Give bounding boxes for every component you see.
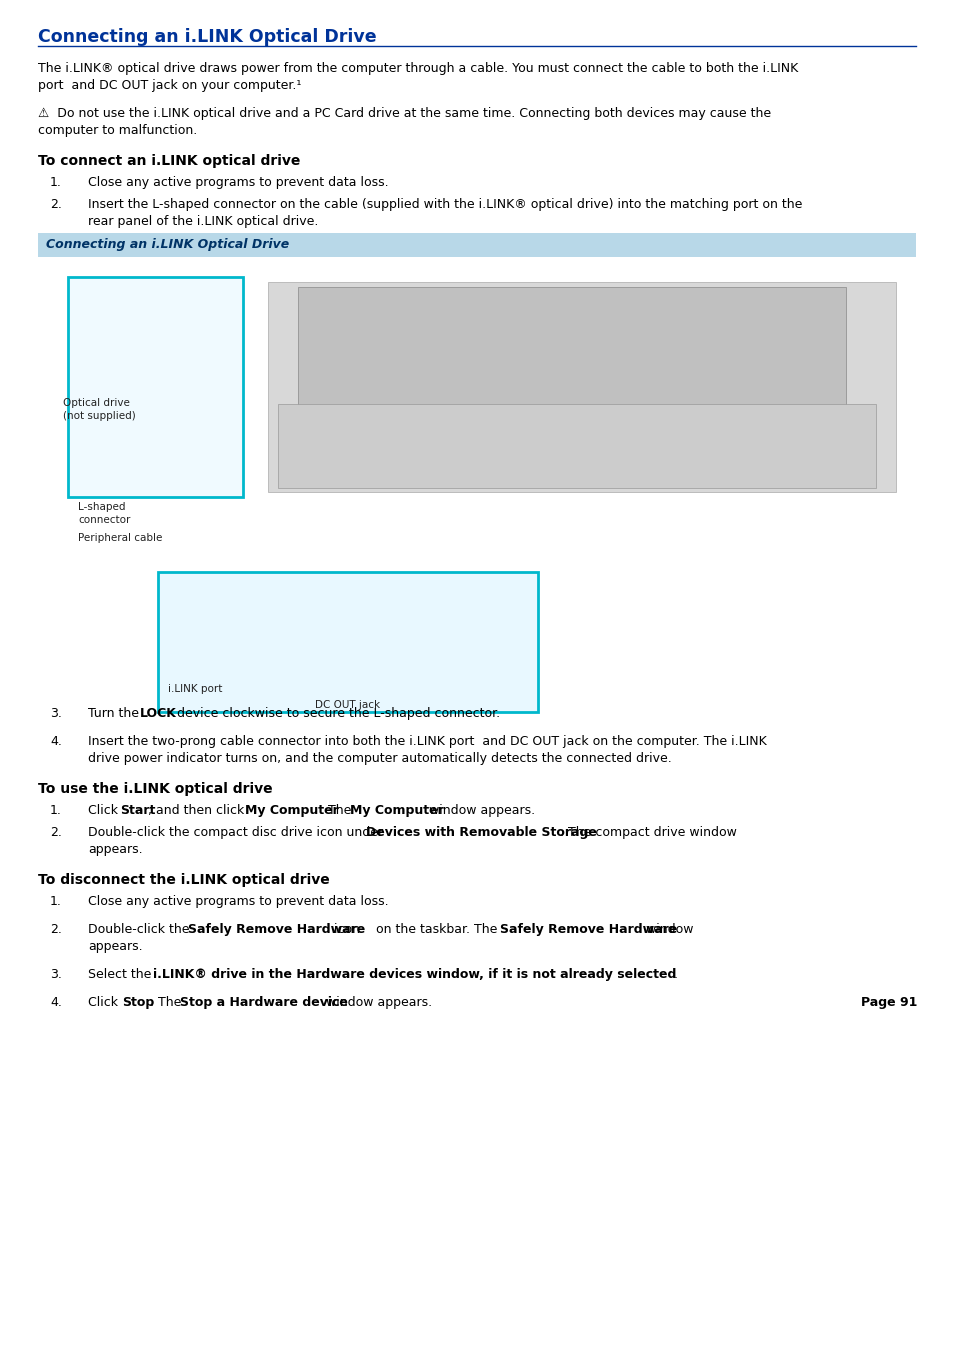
Text: Stop: Stop (122, 996, 154, 1009)
Text: 2.: 2. (50, 825, 62, 839)
Text: appears.: appears. (88, 940, 143, 952)
Text: My Computer: My Computer (245, 804, 338, 817)
Text: Devices with Removable Storage: Devices with Removable Storage (366, 825, 597, 839)
Text: window appears.: window appears. (424, 804, 535, 817)
Text: Click: Click (88, 996, 122, 1009)
Text: To connect an i.LINK optical drive: To connect an i.LINK optical drive (38, 154, 300, 168)
Bar (297, 286, 845, 407)
Text: Select the: Select the (88, 969, 155, 981)
Text: Double-click the compact disc drive icon under: Double-click the compact disc drive icon… (88, 825, 387, 839)
Text: 3.: 3. (50, 707, 62, 720)
Text: port  and DC OUT jack on your computer.¹: port and DC OUT jack on your computer.¹ (38, 78, 301, 92)
Text: Click: Click (88, 804, 122, 817)
Text: 1.: 1. (50, 176, 62, 189)
Bar (277, 404, 875, 488)
FancyBboxPatch shape (68, 277, 243, 497)
Text: My Computer: My Computer (350, 804, 443, 817)
Text: 2.: 2. (50, 923, 62, 936)
Text: . The: . The (150, 996, 185, 1009)
Text: L-shaped: L-shaped (78, 503, 126, 512)
Text: rear panel of the i.LINK optical drive.: rear panel of the i.LINK optical drive. (88, 215, 318, 228)
Text: 4.: 4. (50, 735, 62, 748)
Text: Page 91: Page 91 (861, 996, 917, 1009)
Text: 3.: 3. (50, 969, 62, 981)
Text: window: window (641, 923, 693, 936)
Text: Optical drive: Optical drive (63, 399, 130, 408)
Text: 2.: 2. (50, 199, 62, 211)
Text: i.LINK® drive in the Hardware devices window, if it is not already selected: i.LINK® drive in the Hardware devices wi… (152, 969, 676, 981)
Text: To disconnect the i.LINK optical drive: To disconnect the i.LINK optical drive (38, 873, 330, 888)
Text: device clockwise to secure the L-shaped connector.: device clockwise to secure the L-shaped … (172, 707, 499, 720)
Text: Safely Remove Hardware: Safely Remove Hardware (188, 923, 365, 936)
FancyBboxPatch shape (158, 571, 537, 712)
Text: Close any active programs to prevent data loss.: Close any active programs to prevent dat… (88, 176, 388, 189)
Text: Connecting an i.LINK Optical Drive: Connecting an i.LINK Optical Drive (38, 28, 376, 46)
Text: . The compact drive window: . The compact drive window (559, 825, 736, 839)
Text: To use the i.LINK optical drive: To use the i.LINK optical drive (38, 782, 273, 796)
Text: The i.LINK® optical drive draws power from the computer through a cable. You mus: The i.LINK® optical drive draws power fr… (38, 62, 798, 76)
Text: computer to malfunction.: computer to malfunction. (38, 124, 197, 136)
Text: ⚠  Do not use the i.LINK optical drive and a PC Card drive at the same time. Con: ⚠ Do not use the i.LINK optical drive an… (38, 107, 770, 120)
Text: .: . (673, 969, 678, 981)
Text: (not supplied): (not supplied) (63, 411, 135, 422)
Text: Insert the two-prong cable connector into both the i.LINK port  and DC OUT jack : Insert the two-prong cable connector int… (88, 735, 766, 748)
Text: window appears.: window appears. (322, 996, 432, 1009)
Text: 1.: 1. (50, 804, 62, 817)
Text: . The: . The (319, 804, 355, 817)
Text: connector: connector (78, 515, 131, 526)
Text: Safely Remove Hardware: Safely Remove Hardware (499, 923, 677, 936)
Text: i.LINK port: i.LINK port (168, 684, 222, 694)
Text: , and then click: , and then click (148, 804, 248, 817)
Text: DC OUT jack: DC OUT jack (315, 700, 380, 711)
Bar (38, 232, 915, 257)
Text: Peripheral cable: Peripheral cable (78, 534, 162, 543)
Text: Insert the L-shaped connector on the cable (supplied with the i.LINK® optical dr: Insert the L-shaped connector on the cab… (88, 199, 801, 211)
Text: Close any active programs to prevent data loss.: Close any active programs to prevent dat… (88, 894, 388, 908)
Text: Connecting an i.LINK Optical Drive: Connecting an i.LINK Optical Drive (46, 238, 289, 251)
Text: Stop a Hardware device: Stop a Hardware device (180, 996, 348, 1009)
Text: icon    on the taskbar. The: icon on the taskbar. The (330, 923, 501, 936)
Text: Start: Start (120, 804, 155, 817)
Text: appears.: appears. (88, 843, 143, 857)
Bar (38, 257, 915, 688)
Bar (268, 282, 895, 492)
Text: 1.: 1. (50, 894, 62, 908)
Text: 4.: 4. (50, 996, 62, 1009)
Text: Double-click the: Double-click the (88, 923, 193, 936)
Text: LOCK: LOCK (140, 707, 176, 720)
Text: drive power indicator turns on, and the computer automatically detects the conne: drive power indicator turns on, and the … (88, 753, 671, 765)
Text: Turn the: Turn the (88, 707, 143, 720)
